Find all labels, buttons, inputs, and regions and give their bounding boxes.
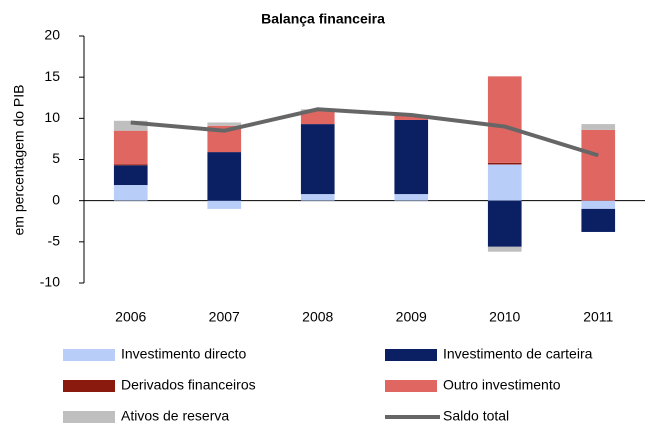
y-axis-label: em percentagem do PIB bbox=[11, 85, 27, 236]
legend-label: Derivados financeiros bbox=[121, 377, 256, 393]
bar bbox=[113, 120, 148, 131]
bar bbox=[207, 122, 242, 126]
bar bbox=[487, 200, 522, 247]
bar bbox=[487, 246, 522, 252]
y-tick-label: -10 bbox=[40, 274, 60, 290]
x-tick-label: 2007 bbox=[209, 309, 240, 325]
bar bbox=[487, 76, 522, 163]
bar bbox=[300, 194, 335, 201]
legend-label: Saldo total bbox=[443, 408, 509, 424]
legend-label: Ativos de reserva bbox=[121, 408, 229, 424]
legend-label: Outro investimento bbox=[443, 377, 561, 393]
bar bbox=[394, 119, 429, 195]
x-tick-label: 2008 bbox=[302, 309, 333, 325]
y-tick-label: 0 bbox=[52, 191, 60, 207]
bar bbox=[113, 130, 148, 165]
y-tick-label: 15 bbox=[44, 68, 60, 84]
bar bbox=[113, 165, 148, 186]
legend-swatch bbox=[385, 380, 437, 392]
legend-swatch bbox=[63, 411, 115, 423]
line bbox=[130, 107, 599, 158]
y-tick-label: -5 bbox=[48, 233, 61, 249]
legend-label: Investimento directo bbox=[121, 346, 246, 362]
y-tick-label: 20 bbox=[44, 27, 60, 43]
y-tick-label: 10 bbox=[44, 109, 60, 125]
legend-label: Investimento de carteira bbox=[443, 346, 593, 362]
y-tick-label: 5 bbox=[52, 150, 60, 166]
bar bbox=[113, 185, 148, 201]
bar bbox=[394, 115, 429, 120]
chart-title: Balança financeira bbox=[261, 11, 385, 27]
bar bbox=[581, 200, 616, 209]
x-tick-label: 2009 bbox=[396, 309, 427, 325]
x-tick-label: 2006 bbox=[115, 309, 146, 325]
x-tick-label: 2011 bbox=[583, 309, 613, 325]
bar bbox=[300, 124, 335, 195]
bar bbox=[581, 124, 616, 130]
bar bbox=[207, 200, 242, 209]
legend-swatch bbox=[63, 380, 115, 392]
bar bbox=[394, 194, 429, 201]
bar bbox=[487, 164, 522, 201]
bar bbox=[113, 164, 148, 166]
x-tick-label: 2010 bbox=[489, 309, 520, 325]
bar bbox=[300, 110, 335, 125]
legend-swatch bbox=[63, 349, 115, 361]
bar bbox=[581, 208, 616, 232]
bar bbox=[487, 162, 522, 165]
bar bbox=[207, 152, 242, 201]
bar bbox=[581, 129, 616, 201]
legend-swatch bbox=[385, 349, 437, 361]
